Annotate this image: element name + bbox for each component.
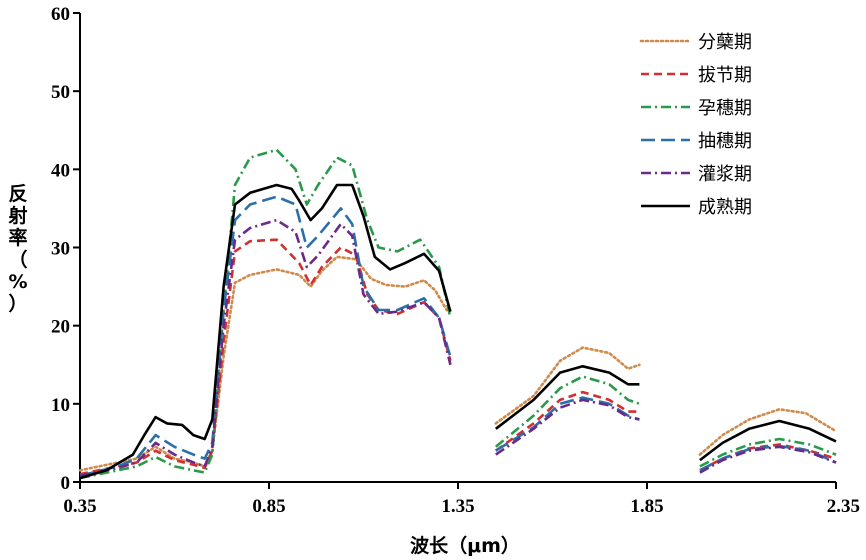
y-axis-title: 反射率（%） xyxy=(7,183,27,315)
y-tick-label: 60 xyxy=(51,4,70,25)
series-line-segment xyxy=(78,255,448,472)
x-axis-title: 波长（μm） xyxy=(410,534,520,557)
legend-label: 分蘖期 xyxy=(698,32,752,53)
y-tick-label: 40 xyxy=(51,160,70,181)
series-line-segment xyxy=(699,419,837,462)
legend-label: 成熟期 xyxy=(698,197,752,218)
x-tick-label: 0.35 xyxy=(63,496,96,517)
series-4 xyxy=(79,218,837,477)
y-ticks: 0 10 20 30 40 50 60 xyxy=(51,4,80,494)
y-axis-title-char: ） xyxy=(8,292,27,315)
series-line-segment xyxy=(698,408,838,456)
y-tick-label: 10 xyxy=(51,395,70,416)
y-tick-label: 20 xyxy=(51,317,70,338)
x-tick-label: 1.85 xyxy=(630,496,663,517)
series-line-segment xyxy=(699,437,837,468)
legend-label: 抽穗期 xyxy=(698,131,752,152)
series-line-segment xyxy=(494,346,641,425)
series-line-segment xyxy=(79,195,452,477)
y-axis-title-char: 反 xyxy=(8,183,27,205)
y-tick-label: 50 xyxy=(51,82,70,103)
series-2 xyxy=(79,148,837,480)
series-line-segment xyxy=(495,398,640,456)
series-5 xyxy=(79,183,837,480)
series-line-segment xyxy=(79,238,452,476)
legend-label: 灌浆期 xyxy=(698,164,752,185)
series-line-segment xyxy=(495,365,640,430)
y-axis-title-char: （ xyxy=(8,248,27,271)
y-tick-label: 30 xyxy=(51,239,70,260)
y-axis-title-char: 率 xyxy=(8,226,27,249)
series-line-segment xyxy=(699,444,837,472)
series-layer xyxy=(78,148,838,480)
series-line-segment xyxy=(699,445,837,474)
x-tick-label: 0.85 xyxy=(252,496,285,517)
y-axis-title-char: % xyxy=(8,271,27,293)
series-line-segment xyxy=(494,375,640,448)
series-line-segment xyxy=(495,390,640,452)
series-line-segment xyxy=(79,218,452,477)
x-tick-label: 1.35 xyxy=(441,496,474,517)
series-0 xyxy=(78,255,838,472)
legend-label: 孕穗期 xyxy=(698,98,752,119)
y-axis-title-char: 射 xyxy=(7,204,27,227)
x-ticks: 0.35 0.85 1.35 1.85 2.35 xyxy=(63,482,860,517)
series-line-segment xyxy=(79,148,452,480)
legend-label: 拔节期 xyxy=(698,65,752,86)
series-1 xyxy=(79,238,837,476)
x-tick-label: 2.35 xyxy=(827,496,860,517)
series-line-segment xyxy=(79,183,452,480)
y-tick-label: 0 xyxy=(61,473,71,494)
